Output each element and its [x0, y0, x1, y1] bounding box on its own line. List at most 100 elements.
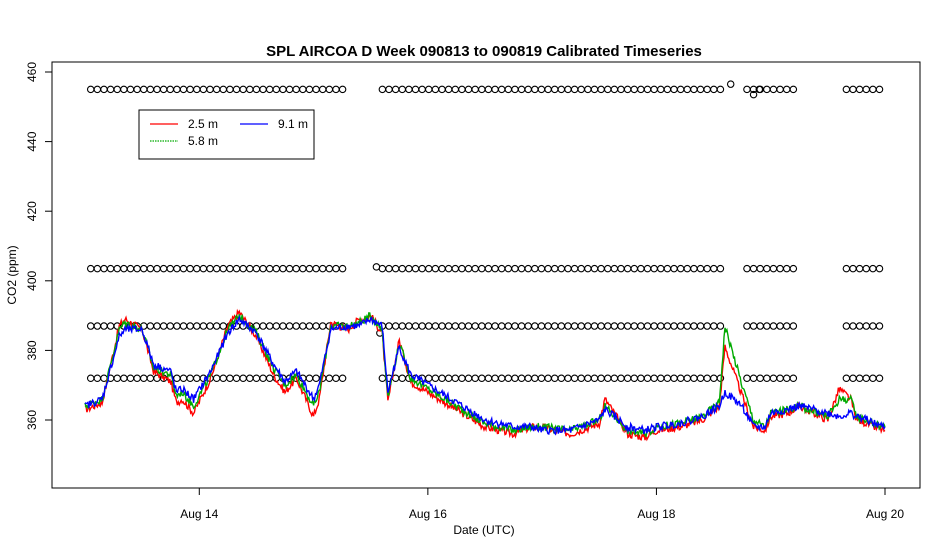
reference-point [325, 264, 334, 273]
reference-point [696, 322, 705, 330]
reference-point [425, 85, 433, 94]
reference-point [305, 264, 314, 273]
reference-point [133, 85, 141, 94]
reference-point [531, 374, 539, 382]
reference-point [610, 85, 619, 94]
reference-point [312, 322, 320, 330]
reference-point [537, 264, 546, 273]
reference-point [862, 374, 871, 382]
reference-point [391, 264, 400, 273]
reference-point [570, 374, 579, 382]
reference-point [179, 264, 188, 273]
reference-point [133, 374, 141, 382]
reference-point [464, 85, 473, 94]
reference-point-outlier [755, 85, 764, 94]
reference-point [239, 374, 247, 382]
reference-point [491, 85, 499, 94]
reference-point [120, 264, 128, 273]
reference-point [524, 85, 532, 94]
reference-point [842, 264, 851, 273]
series-line-58m [84, 312, 886, 438]
reference-point [206, 85, 214, 94]
reference-point [637, 322, 645, 330]
reference-point [497, 85, 506, 94]
reference-point [146, 374, 155, 382]
reference-point [855, 264, 864, 273]
reference-point [570, 264, 579, 273]
reference-point [564, 322, 572, 330]
reference-point [405, 264, 413, 273]
reference-point [279, 264, 287, 273]
reference-point [246, 85, 254, 94]
reference-point [710, 85, 718, 94]
x-tick-label: Aug 20 [866, 507, 904, 521]
reference-point [126, 85, 135, 94]
reference-point [478, 264, 486, 273]
reference-point [212, 264, 221, 273]
reference-point [193, 374, 201, 382]
reference-point [564, 85, 572, 94]
reference-point [683, 322, 692, 330]
y-axis: 360 380 400 420 440 460 [25, 62, 52, 430]
reference-point [285, 264, 294, 273]
reference-point [146, 264, 155, 273]
reference-point [325, 85, 334, 94]
reference-point [769, 374, 778, 382]
reference-point [617, 264, 625, 273]
reference-point [590, 322, 599, 330]
reference-point [557, 264, 566, 273]
reference-point [550, 85, 559, 94]
reference-point [637, 85, 645, 94]
reference-point [146, 322, 155, 330]
reference-point [749, 374, 758, 382]
reference-point [232, 85, 241, 94]
reference-point [299, 264, 307, 273]
reference-point [517, 374, 526, 382]
reference-point [497, 374, 506, 382]
reference-point [166, 264, 175, 273]
reference-point [537, 85, 546, 94]
reference-point [451, 322, 460, 330]
reference-point [617, 322, 625, 330]
reference-point [86, 85, 95, 94]
reference-point [849, 322, 857, 330]
reference-point [219, 374, 228, 382]
reference-point [478, 374, 486, 382]
reference-point [650, 85, 658, 94]
reference-point [862, 322, 871, 330]
reference-point [657, 322, 665, 330]
reference-point [557, 85, 566, 94]
reference-point [252, 264, 261, 273]
reference-point [570, 322, 579, 330]
reference-point [491, 264, 499, 273]
reference-point [789, 374, 798, 382]
reference-point [849, 374, 857, 382]
reference-point [743, 374, 751, 382]
reference-point [570, 85, 579, 94]
reference-point-outlier [749, 90, 758, 99]
reference-point [855, 322, 864, 330]
reference-point [743, 322, 751, 330]
reference-point [272, 322, 281, 330]
reference-point [312, 374, 320, 382]
reference-point [603, 322, 612, 330]
reference-point [292, 85, 300, 94]
reference-point [491, 322, 499, 330]
reference-point [86, 322, 95, 330]
reference-point [259, 264, 267, 273]
reference-point [265, 85, 274, 94]
reference-point [173, 85, 181, 94]
reference-point [875, 264, 884, 273]
reference-point [232, 374, 241, 382]
reference-point [517, 264, 526, 273]
reference-point [338, 374, 347, 382]
reference-point [643, 322, 652, 330]
reference-point [776, 85, 784, 94]
reference-point [100, 322, 108, 330]
reference-point [776, 322, 784, 330]
reference-point [405, 322, 413, 330]
reference-point [106, 322, 115, 330]
reference-point [690, 85, 698, 94]
reference-point [471, 322, 479, 330]
